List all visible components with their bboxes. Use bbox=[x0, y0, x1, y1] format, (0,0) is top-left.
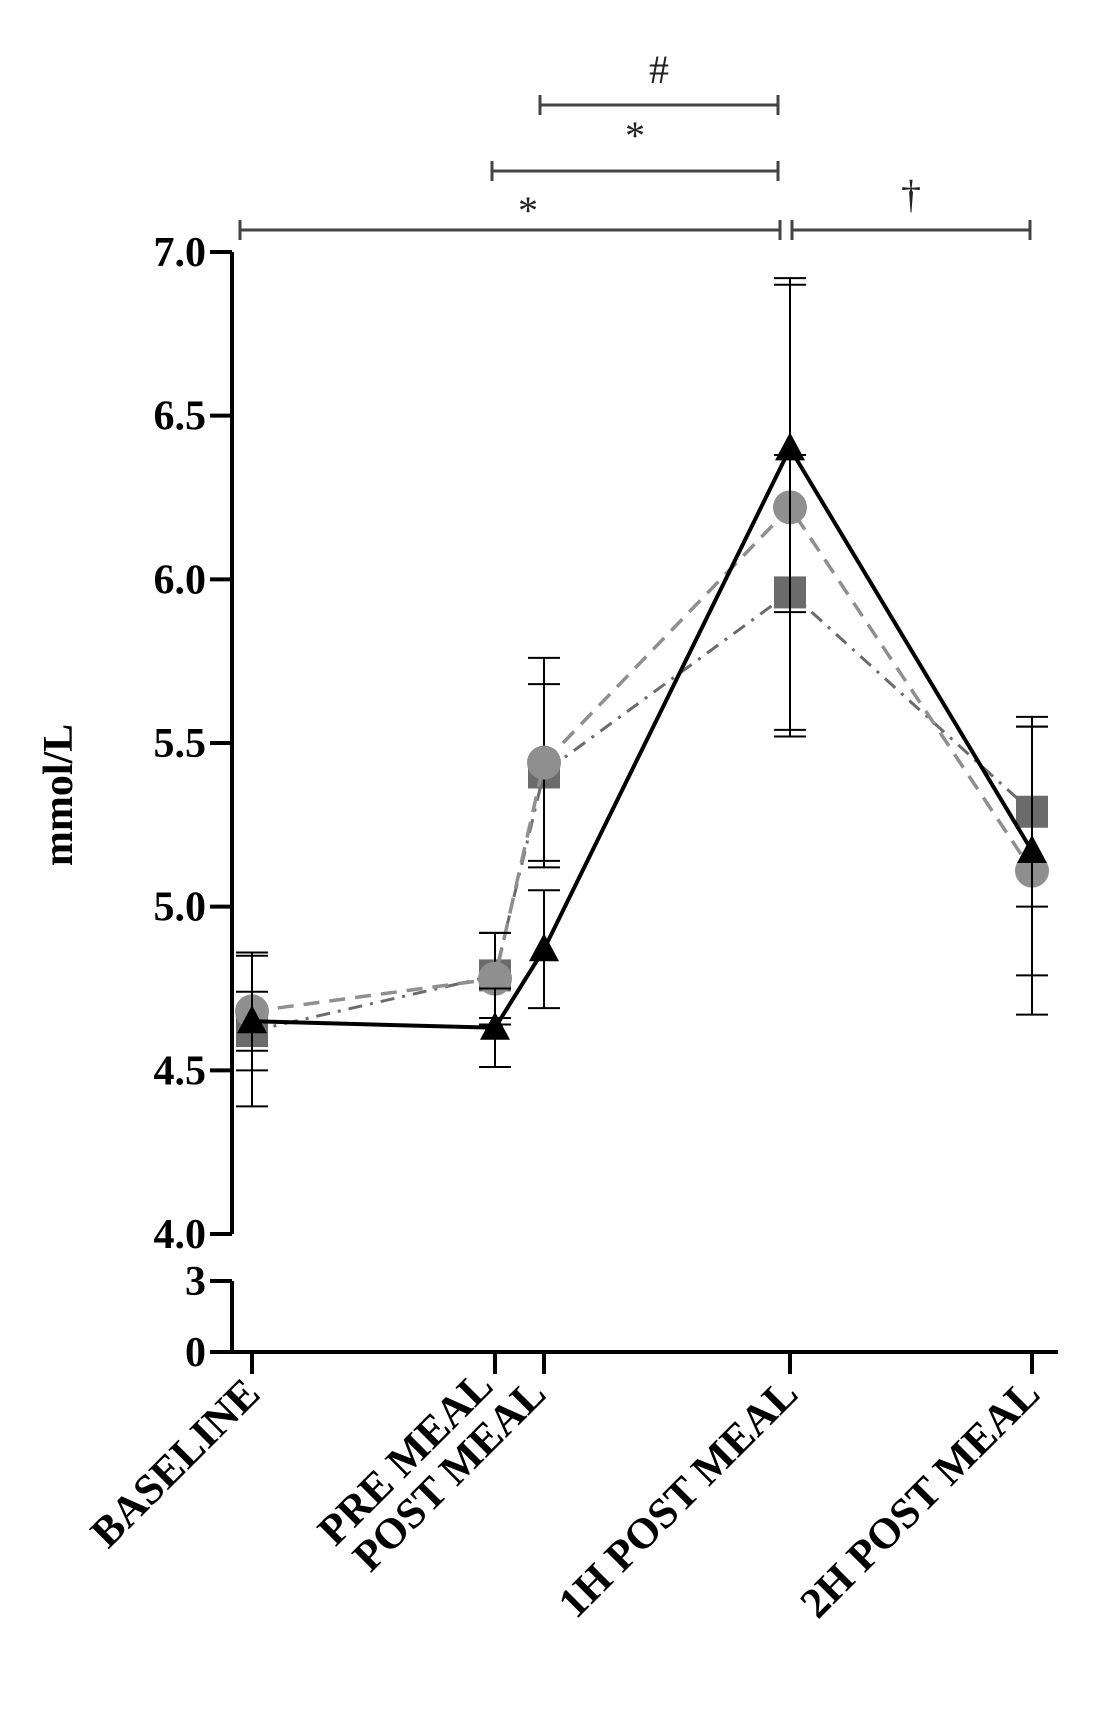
y-tick-label: 6.0 bbox=[154, 557, 207, 603]
y-tick-label: 6.5 bbox=[154, 394, 207, 440]
significance-brackets: #** † bbox=[238, 47, 1032, 240]
significance-symbol: # bbox=[649, 47, 669, 92]
y-tick-label: 7.0 bbox=[154, 230, 207, 276]
y-axis-label: mmol/L bbox=[36, 724, 82, 866]
data-point-triangle bbox=[1017, 835, 1047, 864]
series-line bbox=[251, 504, 1034, 1014]
x-category-label: BASELINE bbox=[82, 1370, 269, 1557]
y-tick-label: 5.5 bbox=[154, 721, 207, 767]
y-tick-label: 5.0 bbox=[154, 885, 207, 931]
series-line bbox=[251, 590, 1034, 1033]
significance-bracket: * bbox=[490, 113, 780, 181]
data-point-triangle bbox=[480, 1011, 510, 1040]
data-point-triangle bbox=[237, 1005, 267, 1034]
significance-symbol: † bbox=[901, 172, 921, 217]
y-tick-label: 4.5 bbox=[154, 1048, 207, 1094]
y-tick-label: 3 bbox=[185, 1259, 206, 1305]
y-tick-label: 0 bbox=[185, 1330, 206, 1376]
axes bbox=[210, 250, 1058, 1374]
series-triangle bbox=[236, 283, 1048, 1069]
data-series bbox=[235, 277, 1049, 1108]
data-point-triangle bbox=[529, 933, 559, 962]
series-square bbox=[236, 453, 1048, 1108]
significance-symbol: * bbox=[625, 113, 645, 158]
significance-bracket: # bbox=[538, 47, 780, 115]
x-category-label: 1H POST MEAL bbox=[550, 1370, 807, 1627]
series-line bbox=[251, 444, 1034, 1030]
data-point-triangle bbox=[775, 432, 805, 461]
y-tick-label: 4.0 bbox=[154, 1212, 207, 1258]
data-point-circle bbox=[478, 961, 512, 996]
significance-bracket: † bbox=[790, 172, 1032, 240]
significance-bracket: * bbox=[238, 188, 782, 240]
significance-symbol: * bbox=[518, 188, 538, 233]
data-point-circle bbox=[527, 745, 561, 780]
x-category-label: 2H POST MEAL bbox=[792, 1370, 1049, 1627]
